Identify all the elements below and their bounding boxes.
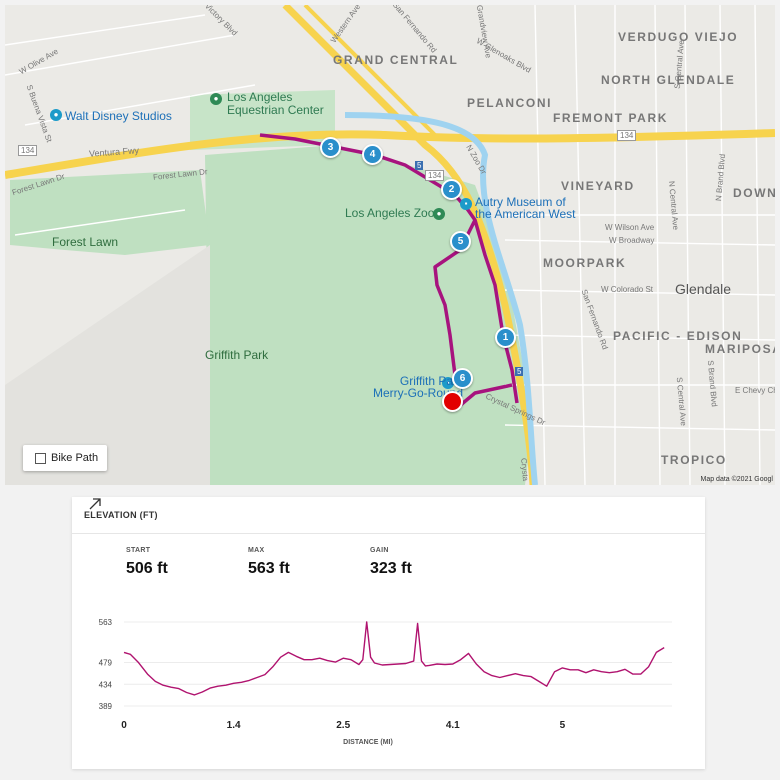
stat-label: GAIN bbox=[370, 547, 389, 554]
poi-zoo[interactable]: Los Angeles Zoo bbox=[345, 206, 435, 220]
district-label: PELANCONI bbox=[467, 96, 553, 110]
stat-max: MAX 563 ft bbox=[248, 547, 290, 578]
x-axis-label: DISTANCE (MI) bbox=[343, 739, 393, 746]
road-label: W Wilson Ave bbox=[605, 223, 655, 232]
highway-shield: 5 bbox=[415, 161, 424, 170]
y-tick-label: 479 bbox=[99, 659, 113, 668]
route-map[interactable]: GRAND CENTRAL PELANCONI FREMONT PARK NOR… bbox=[5, 5, 775, 485]
district-label: GRAND CENTRAL bbox=[333, 53, 459, 67]
stat-gain: GAIN 323 ft bbox=[370, 547, 412, 578]
x-tick-label: 1.4 bbox=[227, 720, 241, 731]
district-label: DOWNTO bbox=[733, 186, 775, 200]
poi-line: the American West bbox=[475, 207, 576, 221]
elevation-chart: 563 479 434 389 0 1.4 2.5 4.1 5 DISTANCE (MI) bbox=[99, 618, 672, 746]
route-stop-pin[interactable]: 6 bbox=[452, 368, 473, 389]
poi-disney[interactable]: Walt Disney Studios bbox=[65, 109, 172, 123]
stat-value: 563 ft bbox=[248, 560, 290, 577]
route-stop-pin[interactable]: 4 bbox=[362, 144, 383, 165]
checkbox[interactable] bbox=[35, 452, 46, 464]
x-tick-label: 0 bbox=[121, 720, 127, 731]
y-tick-label: 434 bbox=[99, 680, 113, 689]
elevation-card: ELEVATION (FT) START 506 ft MAX 563 ft G… bbox=[72, 497, 705, 769]
road-label: W Colorado St bbox=[601, 285, 654, 294]
poi-line: Griffith Park bbox=[399, 374, 464, 388]
camera-icon: ▪ bbox=[442, 377, 454, 389]
route-stop-pin[interactable]: 1 bbox=[495, 327, 516, 348]
district-label: FREMONT PARK bbox=[553, 111, 668, 125]
map-attribution: Map data ©2021 Googl bbox=[700, 476, 774, 483]
bike-path-label: Bike Path bbox=[51, 452, 99, 464]
district-label: PACIFIC - EDISON bbox=[613, 329, 743, 343]
city-label: Glendale bbox=[675, 281, 732, 297]
district-label: TROPICO bbox=[661, 453, 727, 467]
poi-line: Los Angeles bbox=[227, 90, 293, 104]
district-label: MOORPARK bbox=[543, 256, 627, 270]
elevation-title: ELEVATION (FT) bbox=[84, 510, 158, 520]
stat-label: START bbox=[126, 547, 151, 554]
pin-icon: ● bbox=[210, 93, 222, 105]
route-stop-pin[interactable]: 2 bbox=[441, 179, 462, 200]
stat-start: START 506 ft bbox=[126, 547, 168, 578]
poi-line: Equestrian Center bbox=[227, 103, 324, 117]
route-stop-pin[interactable]: 5 bbox=[450, 231, 471, 252]
elevation-line bbox=[123, 621, 665, 696]
zoo-icon: ● bbox=[433, 208, 445, 220]
x-tick-label: 4.1 bbox=[446, 720, 460, 731]
highway-shield: 134 bbox=[18, 145, 38, 156]
stat-label: MAX bbox=[248, 547, 265, 554]
stat-value: 506 ft bbox=[126, 560, 168, 577]
attraction-icon: ● bbox=[50, 109, 62, 121]
stat-value: 323 ft bbox=[370, 560, 412, 577]
road-label: E Chevy Ch bbox=[735, 386, 775, 395]
poi-line: Autry Museum of bbox=[475, 195, 566, 209]
highway-shield: 134 bbox=[617, 130, 637, 141]
museum-icon: ▪ bbox=[460, 198, 472, 210]
route-end-marker[interactable] bbox=[442, 391, 463, 412]
park-label: Forest Lawn bbox=[52, 235, 119, 249]
trend-arrow-icon bbox=[89, 498, 101, 510]
poi-merry-go-round[interactable]: Griffith Park Merry-Go-Round bbox=[373, 375, 463, 399]
district-label: VINEYARD bbox=[561, 179, 635, 193]
poi-autry[interactable]: Autry Museum of the American West bbox=[475, 196, 576, 220]
x-tick-label: 2.5 bbox=[336, 720, 350, 731]
district-label: MARIPOSA bbox=[705, 342, 775, 356]
y-tick-label: 389 bbox=[99, 702, 113, 711]
park-label: Griffith Park bbox=[205, 348, 269, 362]
poi-equestrian[interactable]: Los Angeles Equestrian Center bbox=[227, 91, 324, 117]
highway-shield: 5 bbox=[515, 367, 524, 376]
road-label: W Broadway bbox=[609, 236, 655, 245]
y-tick-label: 563 bbox=[99, 618, 113, 627]
district-label: NORTH GLENDALE bbox=[601, 73, 736, 87]
road-label: Crysta bbox=[519, 457, 531, 482]
bike-path-toggle[interactable]: Bike Path bbox=[23, 445, 107, 471]
poi-line: Merry-Go-Round bbox=[373, 386, 464, 400]
x-tick-label: 5 bbox=[560, 720, 566, 731]
highway-shield: 134 bbox=[425, 170, 445, 181]
elevation-header: ELEVATION (FT) bbox=[72, 497, 705, 534]
route-stop-pin[interactable]: 3 bbox=[320, 137, 341, 158]
district-label: VERDUGO VIEJO bbox=[618, 30, 739, 44]
